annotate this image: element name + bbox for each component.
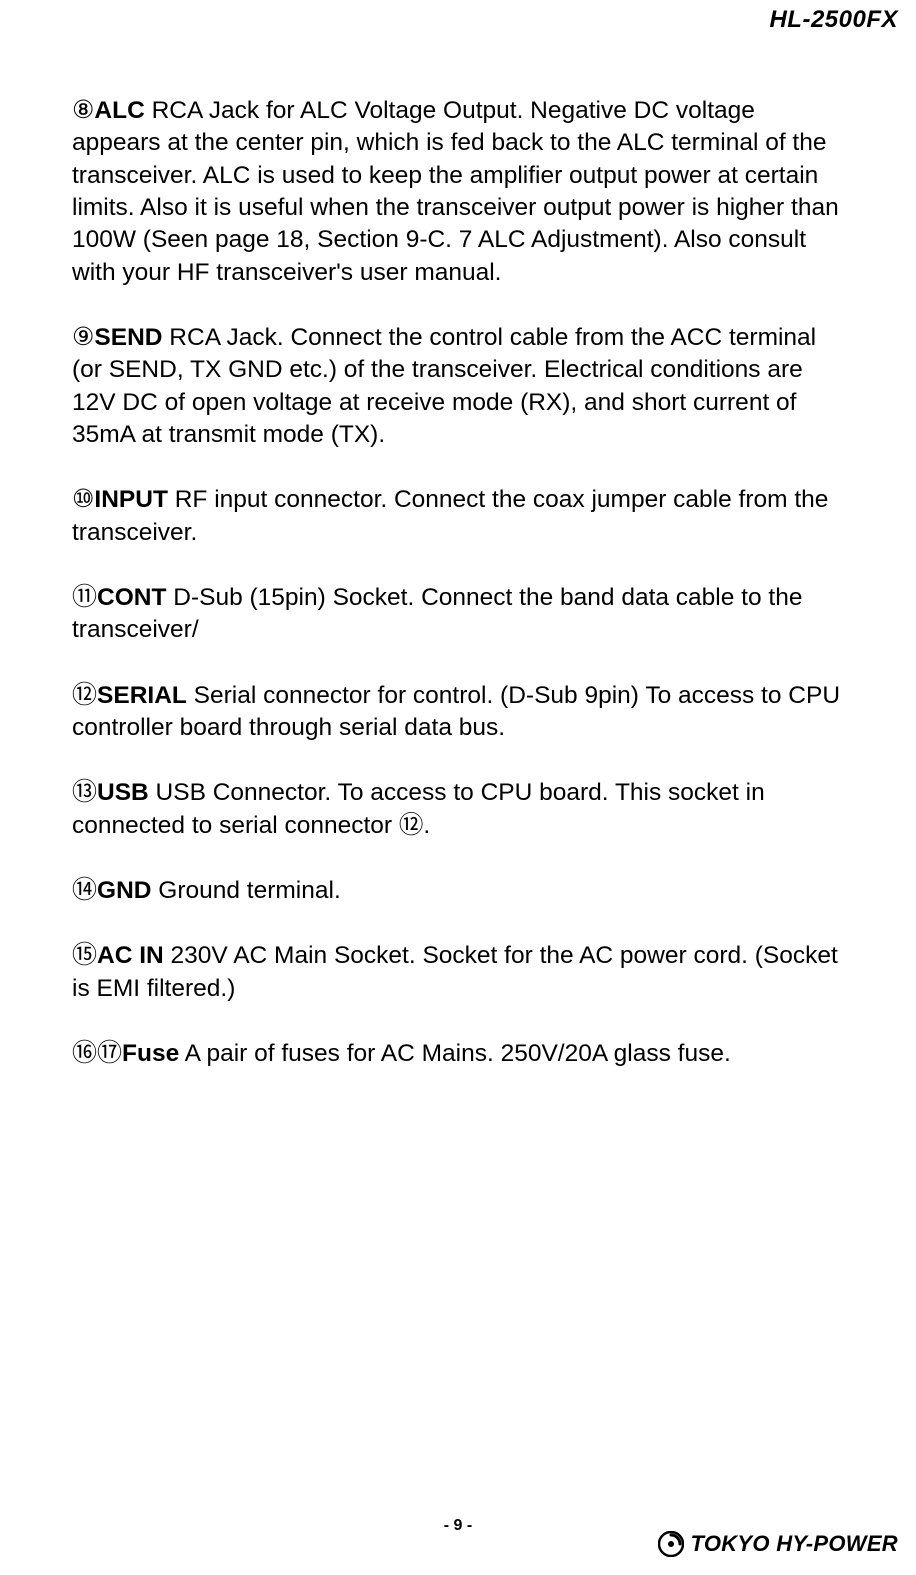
item-9: ⑨SEND RCA Jack. Connect the control cabl… [72,321,842,451]
page: HL-2500FX ⑧ALC RCA Jack for ALC Voltage … [0,0,916,1575]
item-8-text: RCA Jack for ALC Voltage Output. Negativ… [72,97,839,286]
item-12: ⑫SERIAL Serial connector for control. (D… [72,679,842,745]
item-10-label: INPUT [94,486,168,513]
item-9-text: RCA Jack. Connect the control cable from… [72,324,816,448]
item-13-label: USB [97,779,149,806]
item-15: ⑮AC IN 230V AC Main Socket. Socket for t… [72,939,842,1005]
item-1617-label: Fuse [122,1040,179,1067]
item-15-text: 230V AC Main Socket. Socket for the AC p… [72,942,838,1001]
item-14-text: Ground terminal. [151,877,340,904]
item-11: ⑪CONT D-Sub (15pin) Socket. Connect the … [72,581,842,647]
footer-brand: TOKYO HY-POWER [690,1531,898,1557]
item-15-num: ⑮ [72,941,97,969]
item-12-num: ⑫ [72,681,97,709]
item-10: ⑩INPUT RF input connector. Connect the c… [72,483,842,549]
header-model: HL-2500FX [769,6,898,34]
item-16-17: ⑯⑰Fuse A pair of fuses for AC Mains. 250… [72,1037,842,1070]
item-1617-text: A pair of fuses for AC Mains. 250V/20A g… [179,1040,731,1067]
item-8: ⑧ALC RCA Jack for ALC Voltage Output. Ne… [72,94,842,289]
item-14-label: GND [97,877,151,904]
item-12-text: Serial connector for control. (D-Sub 9pi… [72,682,840,741]
item-15-label: AC IN [97,942,164,969]
item-9-label: SEND [94,324,162,351]
item-14: ⑭GND Ground terminal. [72,874,842,907]
item-13-text: USB Connector. To access to CPU board. T… [72,779,765,838]
brand-icon [658,1531,684,1557]
footer-logo: TOKYO HY-POWER [658,1531,898,1557]
item-1617-num: ⑯⑰ [72,1039,122,1067]
item-8-label: ALC [94,97,144,124]
item-13-num: ⑬ [72,778,97,806]
item-10-num: ⑩ [72,485,94,513]
item-10-text: RF input connector. Connect the coax jum… [72,486,828,545]
body-content: ⑧ALC RCA Jack for ALC Voltage Output. Ne… [72,94,842,1102]
item-14-num: ⑭ [72,876,97,904]
item-9-num: ⑨ [72,323,94,351]
item-11-num: ⑪ [72,583,97,611]
item-12-label: SERIAL [97,682,187,709]
item-13: ⑬USB USB Connector. To access to CPU boa… [72,776,842,842]
item-8-num: ⑧ [72,96,94,124]
item-11-label: CONT [97,584,166,611]
item-11-text: D-Sub (15pin) Socket. Connect the band d… [72,584,802,643]
